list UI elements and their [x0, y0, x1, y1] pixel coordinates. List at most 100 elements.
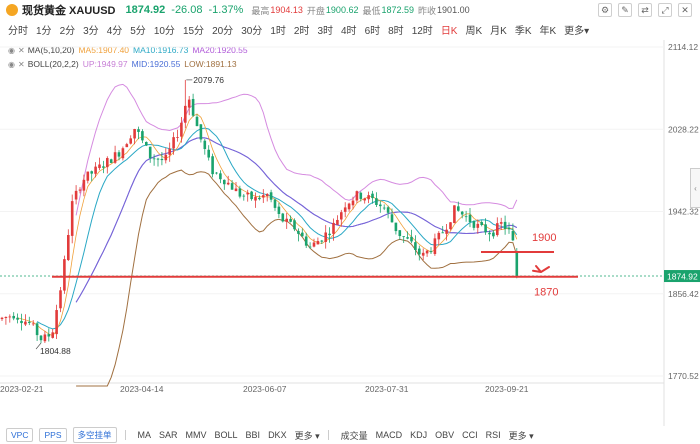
draw-icon[interactable]: ✎	[618, 3, 632, 17]
candle	[511, 223, 515, 242]
candle	[262, 189, 265, 203]
ma5-line	[17, 113, 518, 337]
candle-body	[437, 232, 441, 240]
candle	[308, 242, 312, 249]
main-indicator-6[interactable]: 更多 ▾	[294, 430, 320, 441]
candle-body	[28, 321, 31, 323]
candle-body	[43, 334, 47, 342]
tab-16[interactable]: 12时	[411, 25, 433, 37]
candle	[277, 202, 281, 219]
boll-mid-value: MID:1920.55	[131, 59, 181, 69]
candle-body	[285, 218, 288, 222]
sub-indicator-6[interactable]: 更多 ▾	[508, 430, 534, 441]
candle-body	[503, 221, 507, 229]
tab-3[interactable]: 3分	[83, 25, 99, 37]
compare-icon[interactable]: ⇄	[638, 3, 652, 17]
tab-20[interactable]: 季K	[514, 25, 532, 37]
toolbar-button-0[interactable]: VPC	[6, 428, 34, 442]
candle-body	[289, 218, 292, 222]
main-indicator-3[interactable]: BOLL	[214, 430, 238, 440]
candle	[379, 201, 382, 213]
y-tick-label: 1770.52	[668, 371, 699, 381]
candle-body	[453, 205, 456, 224]
candle-body	[328, 233, 331, 236]
candle-body	[156, 158, 160, 160]
tab-21[interactable]: 年K	[539, 25, 557, 37]
tab-2[interactable]: 2分	[59, 25, 76, 37]
candle-body	[484, 224, 487, 233]
tab-22[interactable]: 更多▾	[564, 25, 590, 37]
tab-7[interactable]: 15分	[182, 25, 205, 37]
tab-15[interactable]: 8时	[388, 25, 404, 37]
tab-17[interactable]: 日K	[440, 25, 458, 37]
candle	[316, 237, 320, 245]
candle-body	[191, 98, 195, 116]
settings-icon[interactable]: ⚙	[598, 3, 612, 17]
candle	[238, 185, 242, 199]
eye-icon[interactable]: ◉	[8, 59, 15, 69]
main-indicator-2[interactable]: MMV	[185, 430, 207, 440]
remove-icon[interactable]: ✕	[17, 45, 25, 55]
sub-indicator-0[interactable]: 成交量	[340, 430, 368, 441]
price-chart[interactable]: 2114.12 2028.22 1942.32 1856.42 1770.52 2023-…	[0, 40, 700, 426]
tab-1[interactable]: 1分	[36, 25, 52, 37]
toolbar-button-2[interactable]: 多空挂单	[72, 427, 117, 443]
candle-body	[336, 219, 339, 225]
tab-8[interactable]: 20分	[212, 25, 234, 37]
fullscreen-icon[interactable]: ⤢	[658, 3, 672, 17]
candle-body	[141, 131, 144, 141]
candle-body	[129, 138, 132, 144]
sub-indicator-3[interactable]: OBV	[435, 430, 455, 440]
toolbar-button-1[interactable]: PPS	[39, 428, 67, 442]
ma-name[interactable]: MA(5,10,20)	[27, 45, 75, 55]
sub-indicator-5[interactable]: RSI	[485, 430, 501, 440]
tab-13[interactable]: 4时	[341, 25, 357, 37]
candle	[285, 212, 288, 229]
tab-6[interactable]: 10分	[153, 25, 175, 37]
candle-body	[511, 231, 515, 241]
candle-body	[145, 142, 148, 146]
side-panel-handle[interactable]: ‹	[690, 168, 700, 208]
candle-body	[59, 290, 62, 309]
main-indicator-0[interactable]: MA	[137, 430, 152, 440]
candle	[449, 222, 452, 231]
sub-indicator-2[interactable]: KDJ	[410, 430, 428, 440]
candle-body	[109, 159, 113, 163]
candle	[70, 194, 74, 244]
candle	[324, 225, 327, 249]
candle	[320, 239, 324, 244]
candle-body	[211, 156, 214, 175]
candle-body	[168, 148, 171, 155]
remove-icon[interactable]: ✕	[17, 59, 25, 69]
tab-12[interactable]: 3时	[317, 25, 333, 37]
main-indicator-1[interactable]: SAR	[159, 430, 178, 440]
boll-name[interactable]: BOLL(20,2,2)	[27, 59, 79, 69]
tab-9[interactable]: 30分	[241, 25, 263, 37]
eye-icon[interactable]: ◉	[8, 45, 15, 55]
candle	[328, 227, 331, 243]
low-value: 1872.59	[381, 5, 415, 15]
tab-18[interactable]: 周K	[465, 25, 483, 37]
main-indicator-5[interactable]: DKX	[268, 430, 287, 440]
tab-10[interactable]: 1时	[270, 25, 286, 37]
tab-5[interactable]: 5分	[130, 25, 146, 37]
tab-4[interactable]: 4分	[106, 25, 123, 37]
sub-indicator-1[interactable]: MACD	[375, 430, 403, 440]
candle	[47, 328, 51, 342]
candle	[496, 217, 499, 237]
sub-indicator-4[interactable]: CCI	[462, 430, 478, 440]
main-indicator-4[interactable]: BBI	[245, 430, 261, 440]
candle-body	[39, 335, 43, 341]
candle-body	[98, 164, 101, 169]
close-icon[interactable]: ✕	[678, 3, 692, 17]
tab-0[interactable]: 分时	[8, 25, 28, 37]
candle	[359, 191, 363, 202]
candle	[106, 156, 109, 174]
tab-19[interactable]: 月K	[490, 25, 507, 37]
boll-low-value: LOW:1891.13	[184, 59, 237, 69]
candle	[332, 218, 335, 241]
tab-14[interactable]: 6时	[364, 25, 381, 37]
tab-11[interactable]: 2时	[293, 25, 310, 37]
candle-body	[226, 182, 230, 185]
candle-body	[304, 236, 308, 246]
